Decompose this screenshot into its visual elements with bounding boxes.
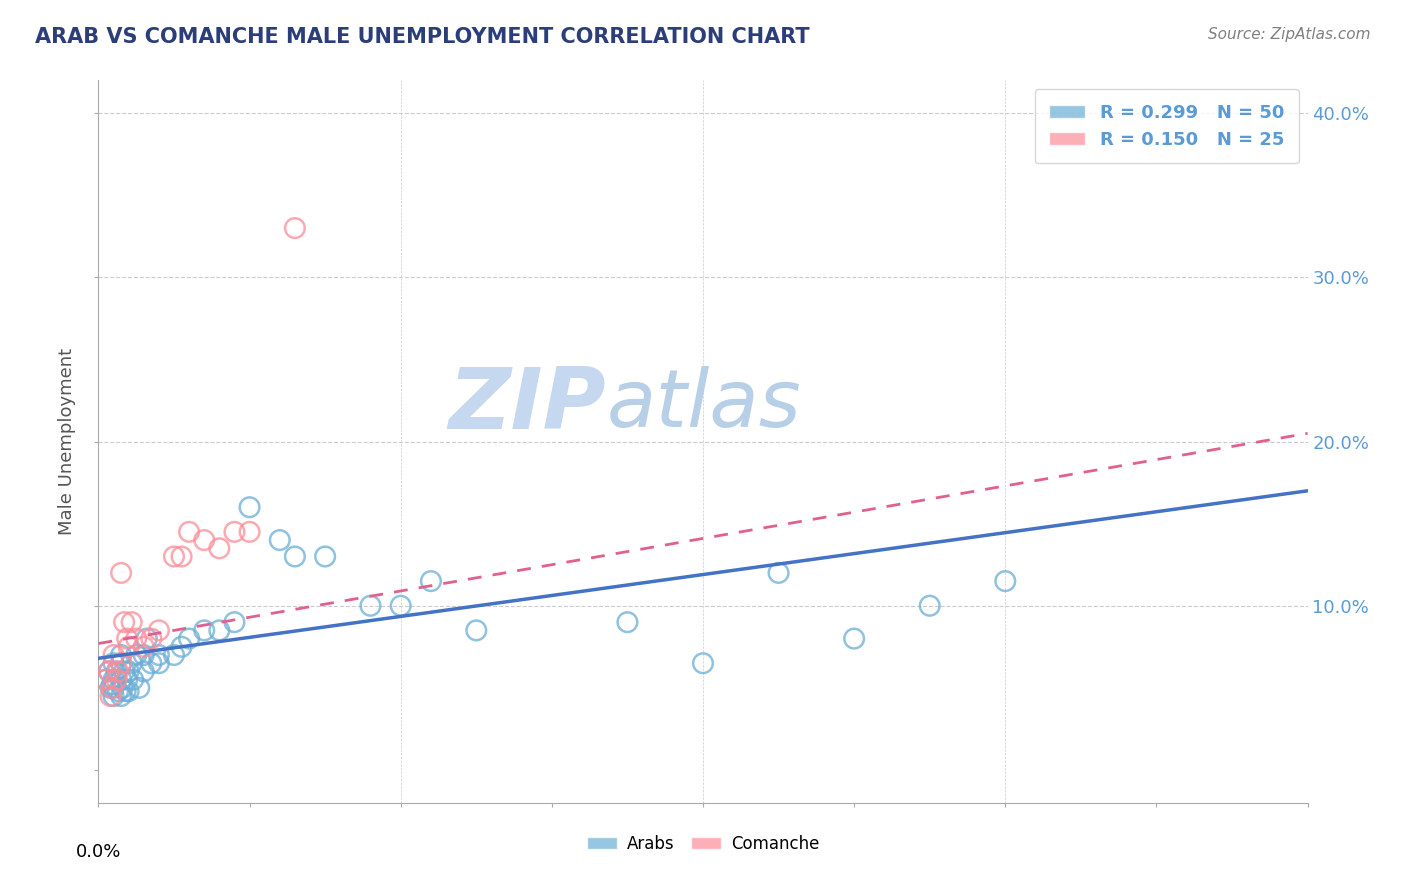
Text: ZIP: ZIP [449,364,606,447]
Point [101,677,124,691]
Point [148,657,170,671]
Point [284,221,307,235]
Point [239,500,262,515]
Point [994,574,1017,588]
Text: ARAB VS COMANCHE MALE UNEMPLOYMENT CORRELATION CHART: ARAB VS COMANCHE MALE UNEMPLOYMENT CORRE… [35,27,810,46]
Point [269,533,291,547]
Point [208,541,231,556]
Point [110,566,132,580]
Point [115,673,138,687]
Point [103,681,125,695]
Point [918,599,941,613]
Point [844,632,866,646]
Point [141,632,163,646]
Point [103,657,125,671]
Point [132,640,155,654]
Point [110,673,132,687]
Point [163,648,186,662]
Point [107,665,129,679]
Point [118,640,141,654]
Point [179,632,201,646]
Point [132,665,155,679]
Legend: Arabs, Comanche: Arabs, Comanche [581,828,825,860]
Text: atlas: atlas [606,367,801,444]
Point [692,657,714,671]
Point [94,673,117,687]
Point [616,615,638,630]
Point [465,624,488,638]
Point [239,524,262,539]
Point [118,684,141,698]
Point [107,684,129,698]
Point [208,624,231,638]
Point [125,632,148,646]
Point [122,673,145,687]
Point [110,648,132,662]
Point [101,681,124,695]
Point [110,657,132,671]
Text: 0.0%: 0.0% [76,843,121,861]
Point [125,648,148,662]
Point [111,681,134,695]
Point [105,665,128,679]
Point [768,566,790,580]
Y-axis label: Male Unemployment: Male Unemployment [58,348,76,535]
Point [148,624,170,638]
Point [360,599,382,613]
Point [121,657,143,671]
Text: Source: ZipAtlas.com: Source: ZipAtlas.com [1208,27,1371,42]
Point [128,681,150,695]
Point [103,648,125,662]
Point [314,549,336,564]
Point [112,665,135,679]
Point [115,632,138,646]
Point [100,681,122,695]
Point [170,640,193,654]
Point [193,533,215,547]
Point [98,665,121,679]
Point [135,632,157,646]
Point [105,673,128,687]
Point [132,648,155,662]
Point [141,657,163,671]
Point [110,689,132,703]
Point [170,549,193,564]
Point [98,665,121,679]
Point [103,689,125,703]
Point [110,657,132,671]
Point [114,684,136,698]
Point [121,615,143,630]
Point [224,524,246,539]
Point [118,665,141,679]
Point [284,549,307,564]
Point [103,673,125,687]
Point [420,574,443,588]
Point [100,689,122,703]
Point [179,524,201,539]
Point [193,624,215,638]
Point [224,615,246,630]
Point [389,599,412,613]
Point [94,673,117,687]
Point [163,549,186,564]
Point [148,648,170,662]
Point [112,615,135,630]
